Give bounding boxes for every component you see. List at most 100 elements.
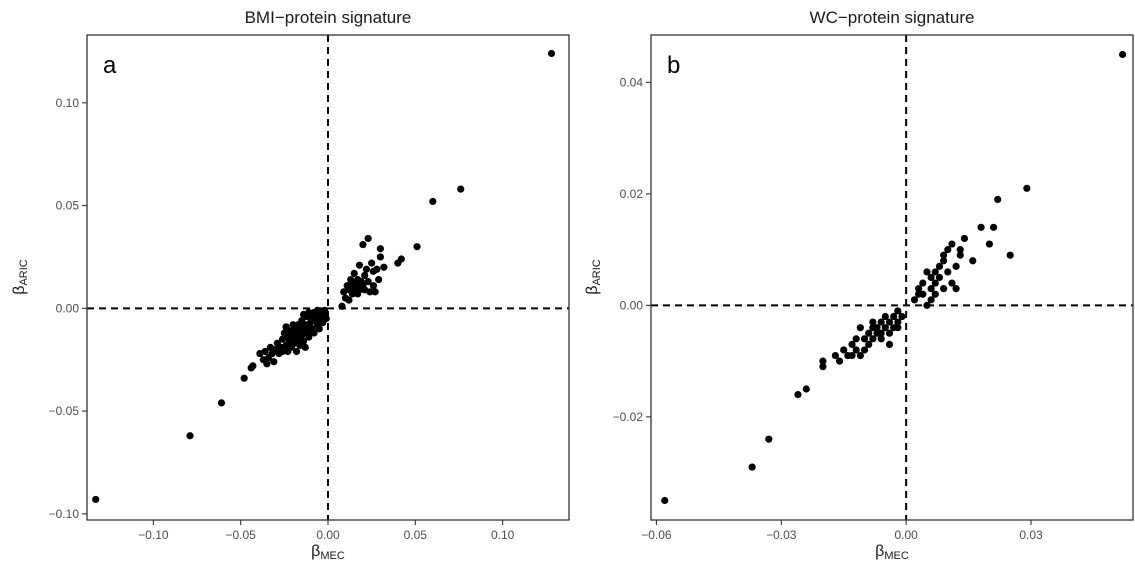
data-point <box>935 262 944 270</box>
data-point <box>852 335 860 343</box>
data-point <box>877 335 885 343</box>
data-point <box>948 279 956 287</box>
x-axis-ticks: −0.06 −0.03 0.00 0.03 <box>641 520 1043 542</box>
plot-area <box>651 35 1133 520</box>
data-point <box>960 234 969 243</box>
x-axis-label: βMEC <box>875 543 909 562</box>
data-point <box>457 185 465 193</box>
data-point <box>361 271 369 280</box>
data-point <box>1023 184 1031 192</box>
x-tick-label: −0.03 <box>766 528 797 542</box>
data-point <box>919 290 927 298</box>
data-point <box>819 357 827 365</box>
y-tick-label: −0.05 <box>49 404 80 418</box>
data-point <box>376 253 384 261</box>
data-point <box>944 246 952 254</box>
data-point <box>919 279 927 287</box>
data-point <box>856 351 864 360</box>
x-tick-label: 0.10 <box>491 528 515 542</box>
data-point <box>877 318 885 326</box>
data-point <box>940 285 948 293</box>
data-point <box>894 318 902 326</box>
data-point <box>860 346 869 354</box>
y-axis-ticks: −0.10 −0.05 0.00 0.05 0.10 <box>49 96 87 521</box>
data-point <box>890 312 898 321</box>
data-point <box>355 261 364 269</box>
data-point <box>748 463 756 471</box>
data-point <box>931 290 939 298</box>
data-point <box>948 240 956 248</box>
y-tick-label: 0.04 <box>620 75 644 89</box>
data-point <box>894 307 902 315</box>
data-point <box>940 251 948 259</box>
chart-title: BMI−protein signature <box>245 8 412 27</box>
data-point <box>362 265 371 273</box>
data-point <box>848 351 856 360</box>
data-point <box>186 432 194 440</box>
panel-label: a <box>103 52 117 79</box>
data-point <box>865 329 873 337</box>
data-point <box>315 325 323 333</box>
x-tick-label: 0.00 <box>316 528 340 542</box>
data-point <box>299 337 308 345</box>
data-point <box>380 263 388 271</box>
data-point <box>931 268 939 276</box>
data-point <box>320 306 329 314</box>
data-point <box>765 435 773 443</box>
y-tick-label: 0.00 <box>56 301 80 315</box>
data-point <box>881 324 889 332</box>
x-axis-label-main: β <box>875 543 884 560</box>
data-point <box>856 324 864 332</box>
data-point <box>429 197 437 206</box>
x-axis-ticks: −0.10 −0.05 0.00 0.05 0.10 <box>138 520 515 542</box>
data-point <box>301 343 309 351</box>
y-tick-label: 0.02 <box>620 187 644 201</box>
data-point <box>359 241 367 249</box>
x-tick-label: −0.05 <box>225 528 256 542</box>
data-point <box>802 385 810 393</box>
data-point <box>240 374 248 382</box>
data-point <box>375 275 383 284</box>
data-point <box>92 495 100 504</box>
data-point <box>270 358 278 366</box>
data-point <box>877 329 885 337</box>
y-axis-label: βARIC <box>11 259 30 295</box>
data-point <box>956 246 964 254</box>
data-point <box>952 285 960 293</box>
x-tick-label: −0.10 <box>138 528 169 542</box>
data-point <box>366 288 374 296</box>
data-point <box>661 496 669 505</box>
y-axis-label-main: β <box>11 286 28 295</box>
data-point <box>310 329 318 337</box>
data-point <box>869 335 877 343</box>
data-point <box>927 285 935 293</box>
data-point <box>299 310 308 319</box>
y-axis-ticks: −0.02 0.00 0.02 0.04 <box>613 75 651 424</box>
y-tick-label: 0.05 <box>56 199 80 213</box>
data-point <box>338 302 346 310</box>
data-point <box>547 49 556 58</box>
data-point <box>944 268 952 276</box>
data-point <box>819 363 827 371</box>
data-point <box>923 301 931 309</box>
data-point <box>989 223 998 231</box>
data-point <box>249 362 257 370</box>
data-point <box>865 340 873 348</box>
data-point <box>910 296 919 304</box>
data-point <box>898 312 906 321</box>
y-axis-label-main: β <box>584 286 601 295</box>
data-point <box>940 257 948 265</box>
y-tick-label: −0.02 <box>613 410 644 424</box>
data-point <box>977 223 985 231</box>
data-point <box>915 285 923 293</box>
data-point <box>848 340 856 348</box>
data-point <box>885 340 894 348</box>
data-point <box>994 195 1002 204</box>
x-tick-label: −0.06 <box>641 528 672 542</box>
y-tick-label: −0.10 <box>49 507 80 521</box>
data-point <box>956 251 964 259</box>
panel-wc: WC−protein signature b −0.06 −0.03 0.00 0.0… <box>584 8 1134 562</box>
plot-frame <box>650 34 1134 521</box>
x-tick-label: 0.05 <box>404 528 428 542</box>
x-axis-label-main: β <box>311 543 320 560</box>
